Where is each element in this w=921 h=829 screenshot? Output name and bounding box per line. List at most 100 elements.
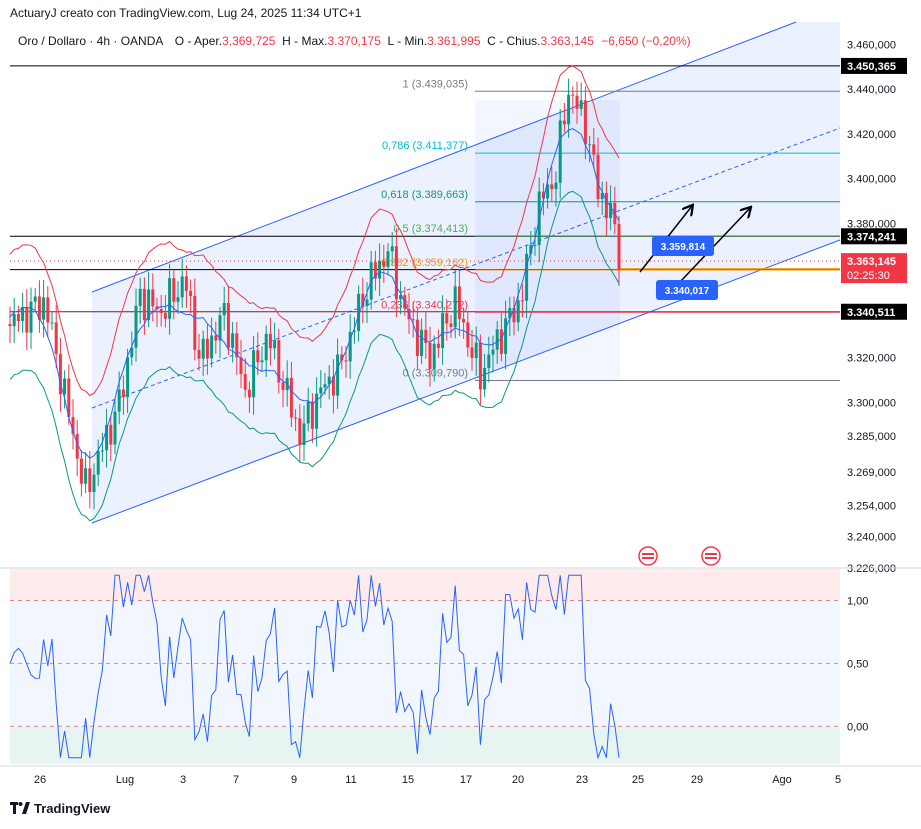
author-line: ActuaryJ creato con TradingView.com, Lug… bbox=[10, 6, 362, 20]
candle-body bbox=[172, 278, 176, 302]
x-tick-label: Lug bbox=[116, 774, 134, 786]
candle-body bbox=[512, 307, 516, 323]
candle-body bbox=[533, 245, 537, 247]
candle-body bbox=[210, 335, 214, 359]
candle-body bbox=[105, 424, 109, 451]
candle-body bbox=[96, 450, 100, 475]
y-tick-label: 3.240,000 bbox=[847, 532, 896, 544]
x-tick-label: 23 bbox=[576, 774, 588, 786]
candle-body bbox=[336, 354, 340, 396]
candle-body bbox=[382, 260, 386, 267]
y-tick-label: 3.460,000 bbox=[847, 39, 896, 51]
y-tick-label: 3.380,000 bbox=[847, 218, 896, 230]
tradingview-brand: TradingView bbox=[34, 801, 111, 816]
fib-level-label: 0,236 (3.340,272) bbox=[381, 299, 468, 311]
candle-body bbox=[117, 389, 121, 412]
last-price-label: 3.363,145 bbox=[847, 256, 896, 268]
candle-body bbox=[310, 401, 314, 429]
x-tick-label: 25 bbox=[632, 774, 644, 786]
candle-body bbox=[88, 468, 92, 492]
candle-body bbox=[478, 342, 482, 390]
candle-body bbox=[138, 288, 142, 306]
candle-body bbox=[348, 331, 352, 362]
x-tick-label: 3 bbox=[180, 774, 186, 786]
us-event-flag-icon bbox=[705, 557, 717, 559]
candle-body bbox=[155, 306, 159, 309]
fib-level-label: 0,5 (3.374,413) bbox=[393, 223, 468, 235]
countdown-label: 02:25:30 bbox=[847, 270, 890, 282]
candle-body bbox=[588, 144, 592, 146]
price-callout-box bbox=[656, 280, 718, 300]
channel-fill bbox=[92, 22, 840, 523]
candle-body bbox=[331, 376, 335, 396]
x-tick-label: 26 bbox=[34, 774, 46, 786]
candle-body bbox=[130, 347, 134, 358]
candle-body bbox=[264, 333, 268, 361]
candle-body bbox=[37, 296, 41, 320]
x-tick-label: 15 bbox=[402, 774, 414, 786]
bb-upper-line bbox=[9, 65, 620, 397]
price-label: 3.374,241 bbox=[847, 231, 896, 243]
candle-body bbox=[289, 377, 293, 418]
us-event-flag-icon bbox=[638, 546, 658, 566]
price-label-box bbox=[841, 57, 907, 74]
symbol-name[interactable]: Oro / Dollaro · 4h · OANDA bbox=[18, 34, 164, 48]
candle-body bbox=[436, 343, 440, 349]
y-tick-label: 3.269,000 bbox=[847, 467, 896, 479]
candle-body bbox=[361, 293, 365, 307]
symbol-legend: Oro / Dollaro · 4h · OANDA O - Aper. 3.36… bbox=[18, 34, 691, 48]
fib-level-label: 0,618 (3.389,663) bbox=[381, 189, 468, 201]
candle-body bbox=[243, 374, 247, 390]
candle-body bbox=[525, 253, 529, 301]
candle-body bbox=[197, 349, 201, 359]
candle-body bbox=[386, 251, 390, 267]
y-tick-label: 3.254,000 bbox=[847, 500, 896, 512]
candle-body bbox=[352, 330, 356, 332]
candle-body bbox=[428, 342, 432, 369]
low-value: 3.361,995 bbox=[427, 34, 481, 48]
x-tick-label: 9 bbox=[291, 774, 297, 786]
candle-body bbox=[424, 329, 428, 343]
candle-body bbox=[571, 94, 575, 96]
candle-body bbox=[273, 340, 277, 349]
x-tick-label: 7 bbox=[233, 774, 239, 786]
candle-body bbox=[151, 289, 155, 307]
candle-body bbox=[100, 450, 104, 452]
candle-body bbox=[8, 324, 12, 327]
y-tick-label: 3.320,000 bbox=[847, 353, 896, 365]
candle-body bbox=[516, 300, 520, 323]
candle-body bbox=[609, 202, 613, 219]
candle-body bbox=[529, 245, 533, 254]
candle-body bbox=[25, 307, 29, 333]
candle-body bbox=[420, 329, 424, 356]
x-tick-label: 11 bbox=[345, 774, 356, 786]
y-tick-label: 3.400,000 bbox=[847, 174, 896, 186]
candle-body bbox=[79, 458, 83, 484]
candle-body bbox=[21, 307, 25, 322]
candle-body bbox=[546, 184, 550, 199]
candle-body bbox=[550, 184, 554, 190]
candle-body bbox=[46, 297, 50, 323]
open-label: O - Aper. bbox=[174, 34, 223, 48]
candle-body bbox=[75, 433, 79, 459]
candle-body bbox=[449, 323, 453, 327]
candle-body bbox=[604, 192, 608, 219]
us-event-flag-icon bbox=[642, 553, 654, 555]
candle-body bbox=[554, 182, 558, 190]
tradingview-logo-icon bbox=[10, 802, 30, 814]
candle-body bbox=[214, 335, 218, 341]
candle-body bbox=[390, 246, 394, 252]
candle-body bbox=[222, 303, 226, 316]
candle-body bbox=[579, 100, 583, 109]
candle-body bbox=[596, 154, 600, 200]
candle-body bbox=[466, 322, 470, 348]
price-callout-box bbox=[652, 236, 714, 256]
candle-body bbox=[541, 191, 545, 199]
candle-body bbox=[176, 297, 180, 302]
candle-body bbox=[357, 293, 361, 331]
candle-body bbox=[600, 192, 604, 200]
close-value: 3.363,145 bbox=[540, 34, 594, 48]
candle-body bbox=[457, 286, 461, 319]
candle-body bbox=[415, 319, 419, 356]
